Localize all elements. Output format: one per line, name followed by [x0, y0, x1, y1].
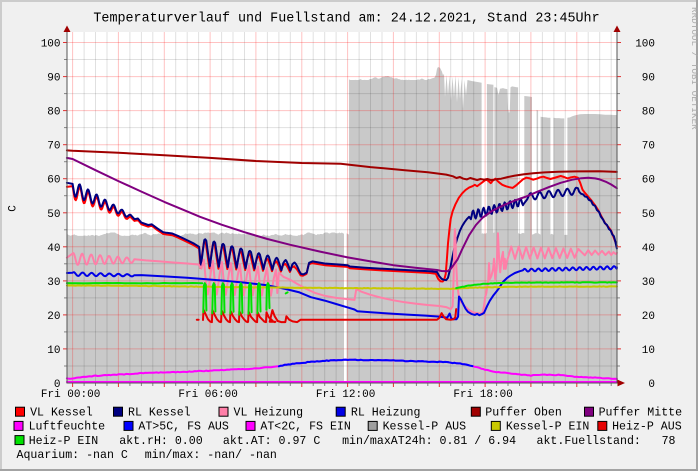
svg-text:10: 10: [642, 345, 655, 357]
svg-text:RL Heizung: RL Heizung: [351, 407, 421, 420]
svg-text:60: 60: [642, 175, 655, 187]
svg-text:40: 40: [47, 243, 60, 255]
svg-text:70: 70: [47, 141, 60, 153]
svg-text:Heiz-P EIN: Heiz-P EIN: [29, 435, 99, 448]
svg-text:100: 100: [635, 39, 655, 51]
svg-text:akt.AT: 0.97 C: akt.AT: 0.97 C: [223, 435, 320, 448]
svg-text:Temperaturverlauf und Fuellsta: Temperaturverlauf und Fuellstand am: 24.…: [93, 12, 599, 27]
svg-text:60: 60: [47, 175, 60, 187]
svg-text:20: 20: [642, 311, 655, 323]
svg-text:Aquarium: -nan C: Aquarium: -nan C: [17, 449, 128, 462]
svg-text:Fri 00:00: Fri 00:00: [41, 389, 100, 401]
svg-text:40: 40: [642, 243, 655, 255]
svg-text:AT>5C, FS AUS: AT>5C, FS AUS: [138, 421, 228, 434]
svg-text:90: 90: [47, 73, 60, 85]
svg-text:RRDTOOL / TOBI OETIKER: RRDTOOL / TOBI OETIKER: [689, 7, 698, 130]
svg-text:Fri 18:00: Fri 18:00: [453, 389, 512, 401]
svg-text:Fri 12:00: Fri 12:00: [316, 389, 375, 401]
svg-text:Kessel-P AUS: Kessel-P AUS: [383, 421, 467, 434]
svg-text:70: 70: [642, 141, 655, 153]
svg-text:Fri 06:00: Fri 06:00: [178, 389, 237, 401]
svg-text:10: 10: [47, 345, 60, 357]
svg-text:100: 100: [41, 39, 61, 51]
svg-text:30: 30: [47, 277, 60, 289]
svg-text:RL Kessel: RL Kessel: [128, 407, 191, 420]
svg-text:20: 20: [47, 311, 60, 323]
svg-text:Luftfeuchte: Luftfeuchte: [29, 421, 106, 434]
svg-text:akt.rH: 0.00: akt.rH: 0.00: [119, 435, 203, 448]
svg-text:min/maxAT24h: 0.81 / 6.94: min/maxAT24h: 0.81 / 6.94: [342, 435, 516, 448]
svg-text:Puffer Mitte: Puffer Mitte: [599, 407, 683, 420]
svg-text:VL Kessel: VL Kessel: [30, 407, 93, 420]
svg-text:80: 80: [642, 107, 655, 119]
svg-text:min/max: -nan/ -nan: min/max: -nan/ -nan: [145, 449, 277, 462]
svg-text:90: 90: [642, 73, 655, 85]
svg-text:Kessel-P EIN: Kessel-P EIN: [506, 421, 590, 434]
svg-text:VL Heizung: VL Heizung: [234, 407, 304, 420]
svg-text:78: 78: [662, 435, 676, 448]
svg-text:50: 50: [47, 209, 60, 221]
svg-text:Puffer Oben: Puffer Oben: [485, 407, 562, 420]
svg-text:Heiz-P AUS: Heiz-P AUS: [612, 421, 682, 434]
svg-text:0: 0: [648, 379, 655, 391]
svg-text:50: 50: [642, 209, 655, 221]
svg-text:0: 0: [54, 379, 61, 391]
svg-text:30: 30: [642, 277, 655, 289]
svg-text:80: 80: [47, 107, 60, 119]
svg-text:C: C: [8, 205, 20, 212]
svg-text:akt.Fuellstand:: akt.Fuellstand:: [537, 435, 641, 448]
svg-text:AT<2C, FS EIN: AT<2C, FS EIN: [260, 421, 350, 434]
